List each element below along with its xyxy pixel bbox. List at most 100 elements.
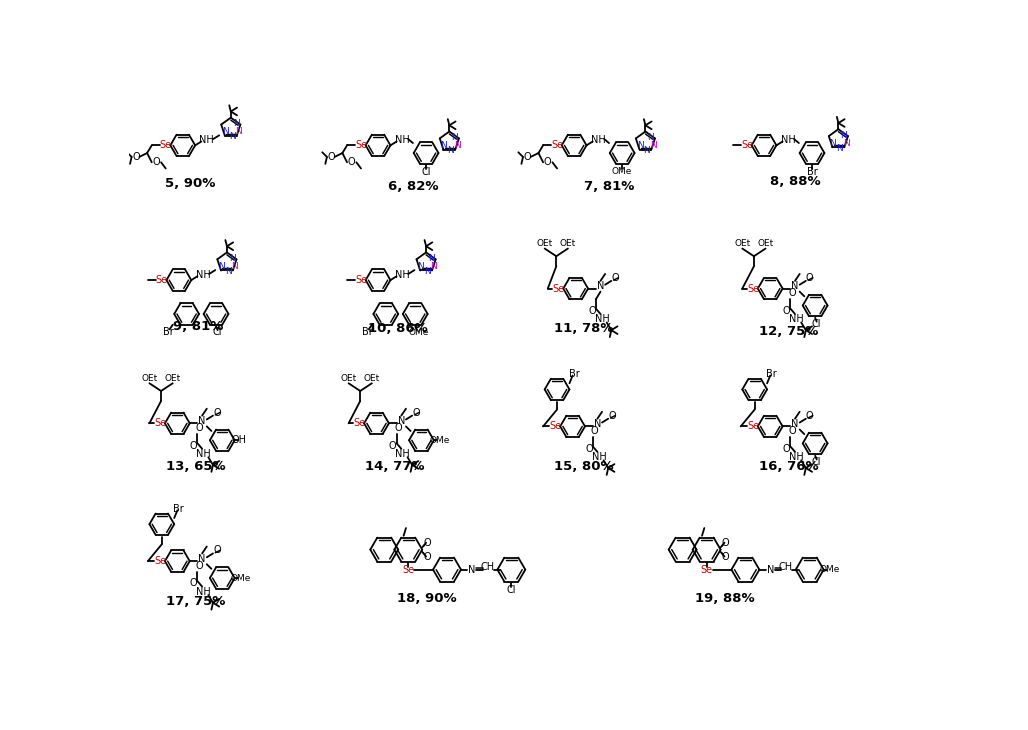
Text: NH: NH bbox=[591, 452, 607, 462]
Text: O: O bbox=[412, 407, 419, 418]
Text: 10, 86%: 10, 86% bbox=[368, 322, 428, 335]
Text: Br: Br bbox=[807, 166, 817, 177]
Text: NH: NH bbox=[591, 135, 605, 145]
Text: O: O bbox=[213, 545, 221, 556]
Text: N: N bbox=[841, 131, 847, 140]
Text: O: O bbox=[395, 423, 402, 433]
Text: Se: Se bbox=[553, 283, 564, 293]
Text: N: N bbox=[597, 281, 604, 291]
Text: O: O bbox=[133, 152, 140, 162]
Text: N: N bbox=[198, 554, 206, 564]
Text: O: O bbox=[195, 423, 203, 433]
Text: O: O bbox=[524, 152, 531, 162]
Text: O: O bbox=[588, 306, 596, 316]
Text: Br: Br bbox=[568, 369, 580, 379]
Text: N: N bbox=[425, 267, 431, 276]
Text: N: N bbox=[636, 141, 644, 150]
Text: 6, 82%: 6, 82% bbox=[388, 180, 438, 193]
Text: N: N bbox=[231, 262, 238, 271]
Text: O: O bbox=[152, 157, 160, 167]
Text: Se: Se bbox=[701, 564, 712, 575]
Text: O: O bbox=[585, 444, 593, 454]
Text: Se: Se bbox=[154, 556, 167, 566]
Text: N: N bbox=[222, 127, 229, 136]
Text: N: N bbox=[398, 416, 405, 426]
Text: O: O bbox=[347, 157, 356, 167]
Text: OEt: OEt bbox=[364, 374, 380, 383]
Text: OMe: OMe bbox=[612, 167, 632, 176]
Text: NH: NH bbox=[196, 449, 211, 459]
Text: OMe: OMe bbox=[408, 328, 429, 337]
Text: NH: NH bbox=[196, 587, 211, 597]
Text: N: N bbox=[235, 127, 242, 136]
Text: Se: Se bbox=[355, 140, 367, 150]
Text: N: N bbox=[428, 254, 435, 263]
Text: 16, 76%: 16, 76% bbox=[759, 460, 818, 473]
Text: Cl: Cl bbox=[421, 166, 431, 177]
Text: N: N bbox=[233, 119, 240, 128]
Text: N: N bbox=[225, 267, 232, 276]
Text: NH: NH bbox=[199, 135, 214, 145]
Text: 13, 65%: 13, 65% bbox=[167, 460, 226, 473]
Text: Se: Se bbox=[747, 283, 760, 293]
Text: 8, 88%: 8, 88% bbox=[770, 175, 820, 188]
Text: N: N bbox=[447, 146, 454, 155]
Text: N: N bbox=[441, 141, 447, 150]
Text: N: N bbox=[650, 141, 657, 150]
Text: N: N bbox=[468, 564, 476, 575]
Text: N: N bbox=[830, 139, 837, 147]
Text: O: O bbox=[788, 288, 796, 298]
Text: OMe: OMe bbox=[430, 436, 450, 445]
Text: O: O bbox=[544, 157, 552, 167]
Text: O: O bbox=[590, 426, 598, 436]
Text: 5, 90%: 5, 90% bbox=[166, 177, 216, 191]
Text: OMe: OMe bbox=[819, 565, 840, 574]
Text: N: N bbox=[594, 419, 601, 429]
Text: N: N bbox=[843, 139, 849, 147]
Text: 14, 77%: 14, 77% bbox=[365, 460, 425, 473]
Text: 7, 81%: 7, 81% bbox=[584, 180, 634, 193]
Text: O: O bbox=[722, 538, 729, 548]
Text: O: O bbox=[722, 552, 729, 561]
Text: OEt: OEt bbox=[734, 239, 750, 248]
Text: O: O bbox=[213, 407, 221, 418]
Text: O: O bbox=[609, 410, 616, 420]
Text: Se: Se bbox=[156, 275, 168, 285]
Text: O: O bbox=[195, 561, 203, 571]
Text: O: O bbox=[190, 441, 197, 450]
Text: OEt: OEt bbox=[758, 239, 774, 248]
Text: CH: CH bbox=[778, 562, 793, 572]
Text: O: O bbox=[782, 444, 791, 454]
Text: Br: Br bbox=[174, 504, 184, 514]
Text: N: N bbox=[792, 281, 799, 291]
Text: Se: Se bbox=[747, 421, 760, 431]
Text: Se: Se bbox=[741, 140, 754, 150]
Text: N: N bbox=[218, 262, 225, 271]
Text: OEt: OEt bbox=[560, 239, 576, 248]
Text: N: N bbox=[767, 564, 774, 575]
Text: Se: Se bbox=[551, 140, 563, 150]
Text: Cl: Cl bbox=[507, 585, 516, 595]
Text: Cl: Cl bbox=[812, 319, 821, 329]
Text: N: N bbox=[198, 416, 206, 426]
Text: Se: Se bbox=[549, 421, 561, 431]
Text: OEt: OEt bbox=[340, 374, 357, 383]
Text: Br: Br bbox=[767, 369, 777, 379]
Text: N: N bbox=[792, 419, 799, 429]
Text: O: O bbox=[190, 578, 197, 588]
Text: O: O bbox=[806, 273, 813, 283]
Text: OH: OH bbox=[232, 435, 247, 445]
Text: O: O bbox=[806, 410, 813, 420]
Text: Se: Se bbox=[159, 140, 172, 150]
Text: O: O bbox=[328, 152, 335, 162]
Text: Se: Se bbox=[354, 418, 366, 429]
Text: CH: CH bbox=[480, 562, 494, 572]
Text: N: N bbox=[644, 146, 651, 155]
Text: O: O bbox=[424, 552, 431, 561]
Text: N: N bbox=[229, 254, 235, 263]
Text: Se: Se bbox=[402, 564, 414, 575]
Text: N: N bbox=[453, 141, 461, 150]
Text: N: N bbox=[417, 262, 425, 271]
Text: OEt: OEt bbox=[164, 374, 181, 383]
Text: NH: NH bbox=[780, 135, 796, 145]
